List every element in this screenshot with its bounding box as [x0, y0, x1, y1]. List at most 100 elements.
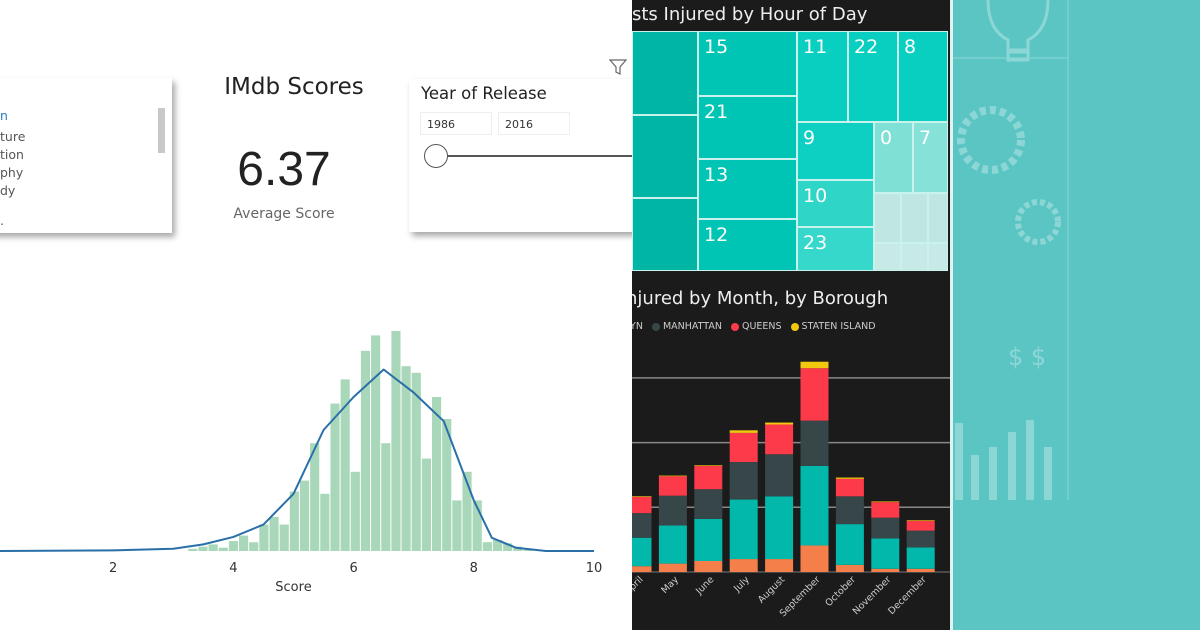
bar-segment [800, 361, 829, 369]
genre-item[interactable]: dy [0, 183, 16, 198]
treemap-cell[interactable] [901, 243, 928, 271]
treemap-cell[interactable] [928, 243, 948, 271]
treemap-cell[interactable] [632, 115, 698, 198]
histogram-bar [198, 546, 208, 551]
treemap-cell[interactable]: 13 [698, 159, 797, 219]
average-score-value: 6.37 [237, 143, 331, 196]
treemap-cell[interactable]: 22 [848, 31, 898, 122]
bar-segment [835, 524, 864, 565]
average-score-label: Average Score [233, 206, 335, 222]
histogram-bar [523, 549, 533, 551]
treemap-cell[interactable]: 21 [698, 96, 797, 159]
bar-segment [658, 475, 687, 477]
treemap-cell[interactable] [632, 198, 698, 271]
treemap-cell[interactable]: 9 [797, 122, 874, 180]
bar-chart-icon [955, 420, 1052, 500]
genre-item[interactable]: phy [0, 165, 24, 180]
filter-icon[interactable] [609, 58, 627, 76]
histogram-bar [503, 543, 513, 551]
legend: LYN MANHATTAN QUEENS STATEN ISLAND [632, 321, 876, 332]
gear-icon [957, 106, 1025, 174]
lightbulb-icon [986, 0, 1050, 62]
kde-line [0, 368, 594, 552]
histogram-bar [320, 493, 330, 551]
treemap-cell[interactable] [901, 193, 928, 243]
x-tick-label: 8 [470, 561, 478, 576]
scrollbar[interactable] [158, 108, 165, 153]
treemap-cell[interactable] [874, 193, 901, 243]
year-slicer-title: Year of Release [421, 84, 547, 103]
bar-segment [694, 561, 723, 572]
treemap-cell[interactable]: 7 [913, 122, 948, 193]
month-label: July [731, 574, 752, 595]
histogram-bar [371, 335, 381, 551]
genre-item[interactable]: . [0, 213, 4, 228]
treemap-title: sts Injured by Hour of Day [632, 4, 868, 25]
treemap-cell[interactable] [874, 243, 901, 271]
score-histogram: 2 4 6 8 10 Score [0, 331, 602, 595]
bar-segment [871, 517, 900, 539]
histogram-bar [350, 471, 360, 551]
genre-item[interactable]: tion [0, 147, 24, 162]
bar-segment [871, 568, 900, 572]
histogram-bar [310, 443, 320, 551]
bar-segment [871, 501, 900, 503]
year-slider-track[interactable] [436, 155, 632, 157]
month-label: May [659, 574, 681, 596]
year-slider-handle[interactable] [424, 144, 448, 168]
treemap-cell[interactable] [632, 31, 698, 115]
x-axis-label: Score [275, 580, 311, 595]
histogram-bar [279, 524, 289, 551]
treemap-cell[interactable]: 12 [698, 219, 797, 271]
year-from-input[interactable]: 1986 [420, 112, 492, 135]
histogram-bar [492, 540, 503, 551]
injury-dashboard: sts Injured by Hour of Day 15 21 13 12 11 22 8… [632, 0, 950, 630]
legend-item: MANHATTAN [651, 321, 722, 332]
histogram-bar [269, 516, 279, 551]
bar-segment [694, 489, 723, 519]
histogram-bar [259, 524, 269, 551]
bar-segment [729, 499, 758, 560]
treemap-cell[interactable]: 10 [797, 180, 874, 227]
treemap-cell[interactable]: 15 [698, 31, 797, 96]
bar-segment [729, 432, 758, 463]
bar-segment [632, 537, 652, 567]
genre-item[interactable]: ture [0, 129, 26, 144]
histogram-bar [289, 491, 299, 551]
bar-segment [729, 462, 758, 500]
month-label: December [886, 574, 929, 617]
treemap-cell[interactable]: 11 [797, 31, 848, 122]
bar-segment [658, 495, 687, 526]
histogram-bar [360, 350, 371, 551]
bar-segment [632, 496, 652, 514]
histogram-bar [431, 397, 442, 551]
legend-dot [651, 322, 660, 331]
decorative-panel: $ $ [950, 0, 1200, 630]
bar-segment [765, 454, 794, 497]
genre-item[interactable]: n [0, 108, 8, 123]
histogram-bar [239, 535, 249, 551]
treemap-cell[interactable]: 23 [797, 227, 874, 271]
bar-segment [871, 502, 900, 518]
month-label: June [693, 574, 716, 597]
treemap-cell[interactable]: 8 [898, 31, 948, 122]
month-label: August [756, 574, 787, 605]
histogram-bar [472, 500, 482, 551]
treemap-cell[interactable] [928, 193, 948, 243]
bar-segment [632, 513, 652, 538]
histogram-bar [208, 544, 218, 551]
histogram-bar [228, 541, 239, 551]
legend-item: LYN [632, 321, 643, 332]
year-to-input[interactable]: 2016 [498, 112, 570, 135]
bar-segment [835, 496, 864, 525]
bar-segment [800, 465, 829, 546]
stacked-bar-title: njured by Month, by Borough [632, 288, 889, 309]
histogram-bar [330, 403, 340, 551]
bar-segment [658, 476, 687, 496]
histogram-bar [218, 547, 228, 551]
bar-segment [765, 424, 794, 455]
dollar-icon: $ $ [1008, 343, 1046, 371]
x-tick-label: 6 [349, 561, 357, 576]
treemap-cell[interactable]: 0 [874, 122, 913, 193]
